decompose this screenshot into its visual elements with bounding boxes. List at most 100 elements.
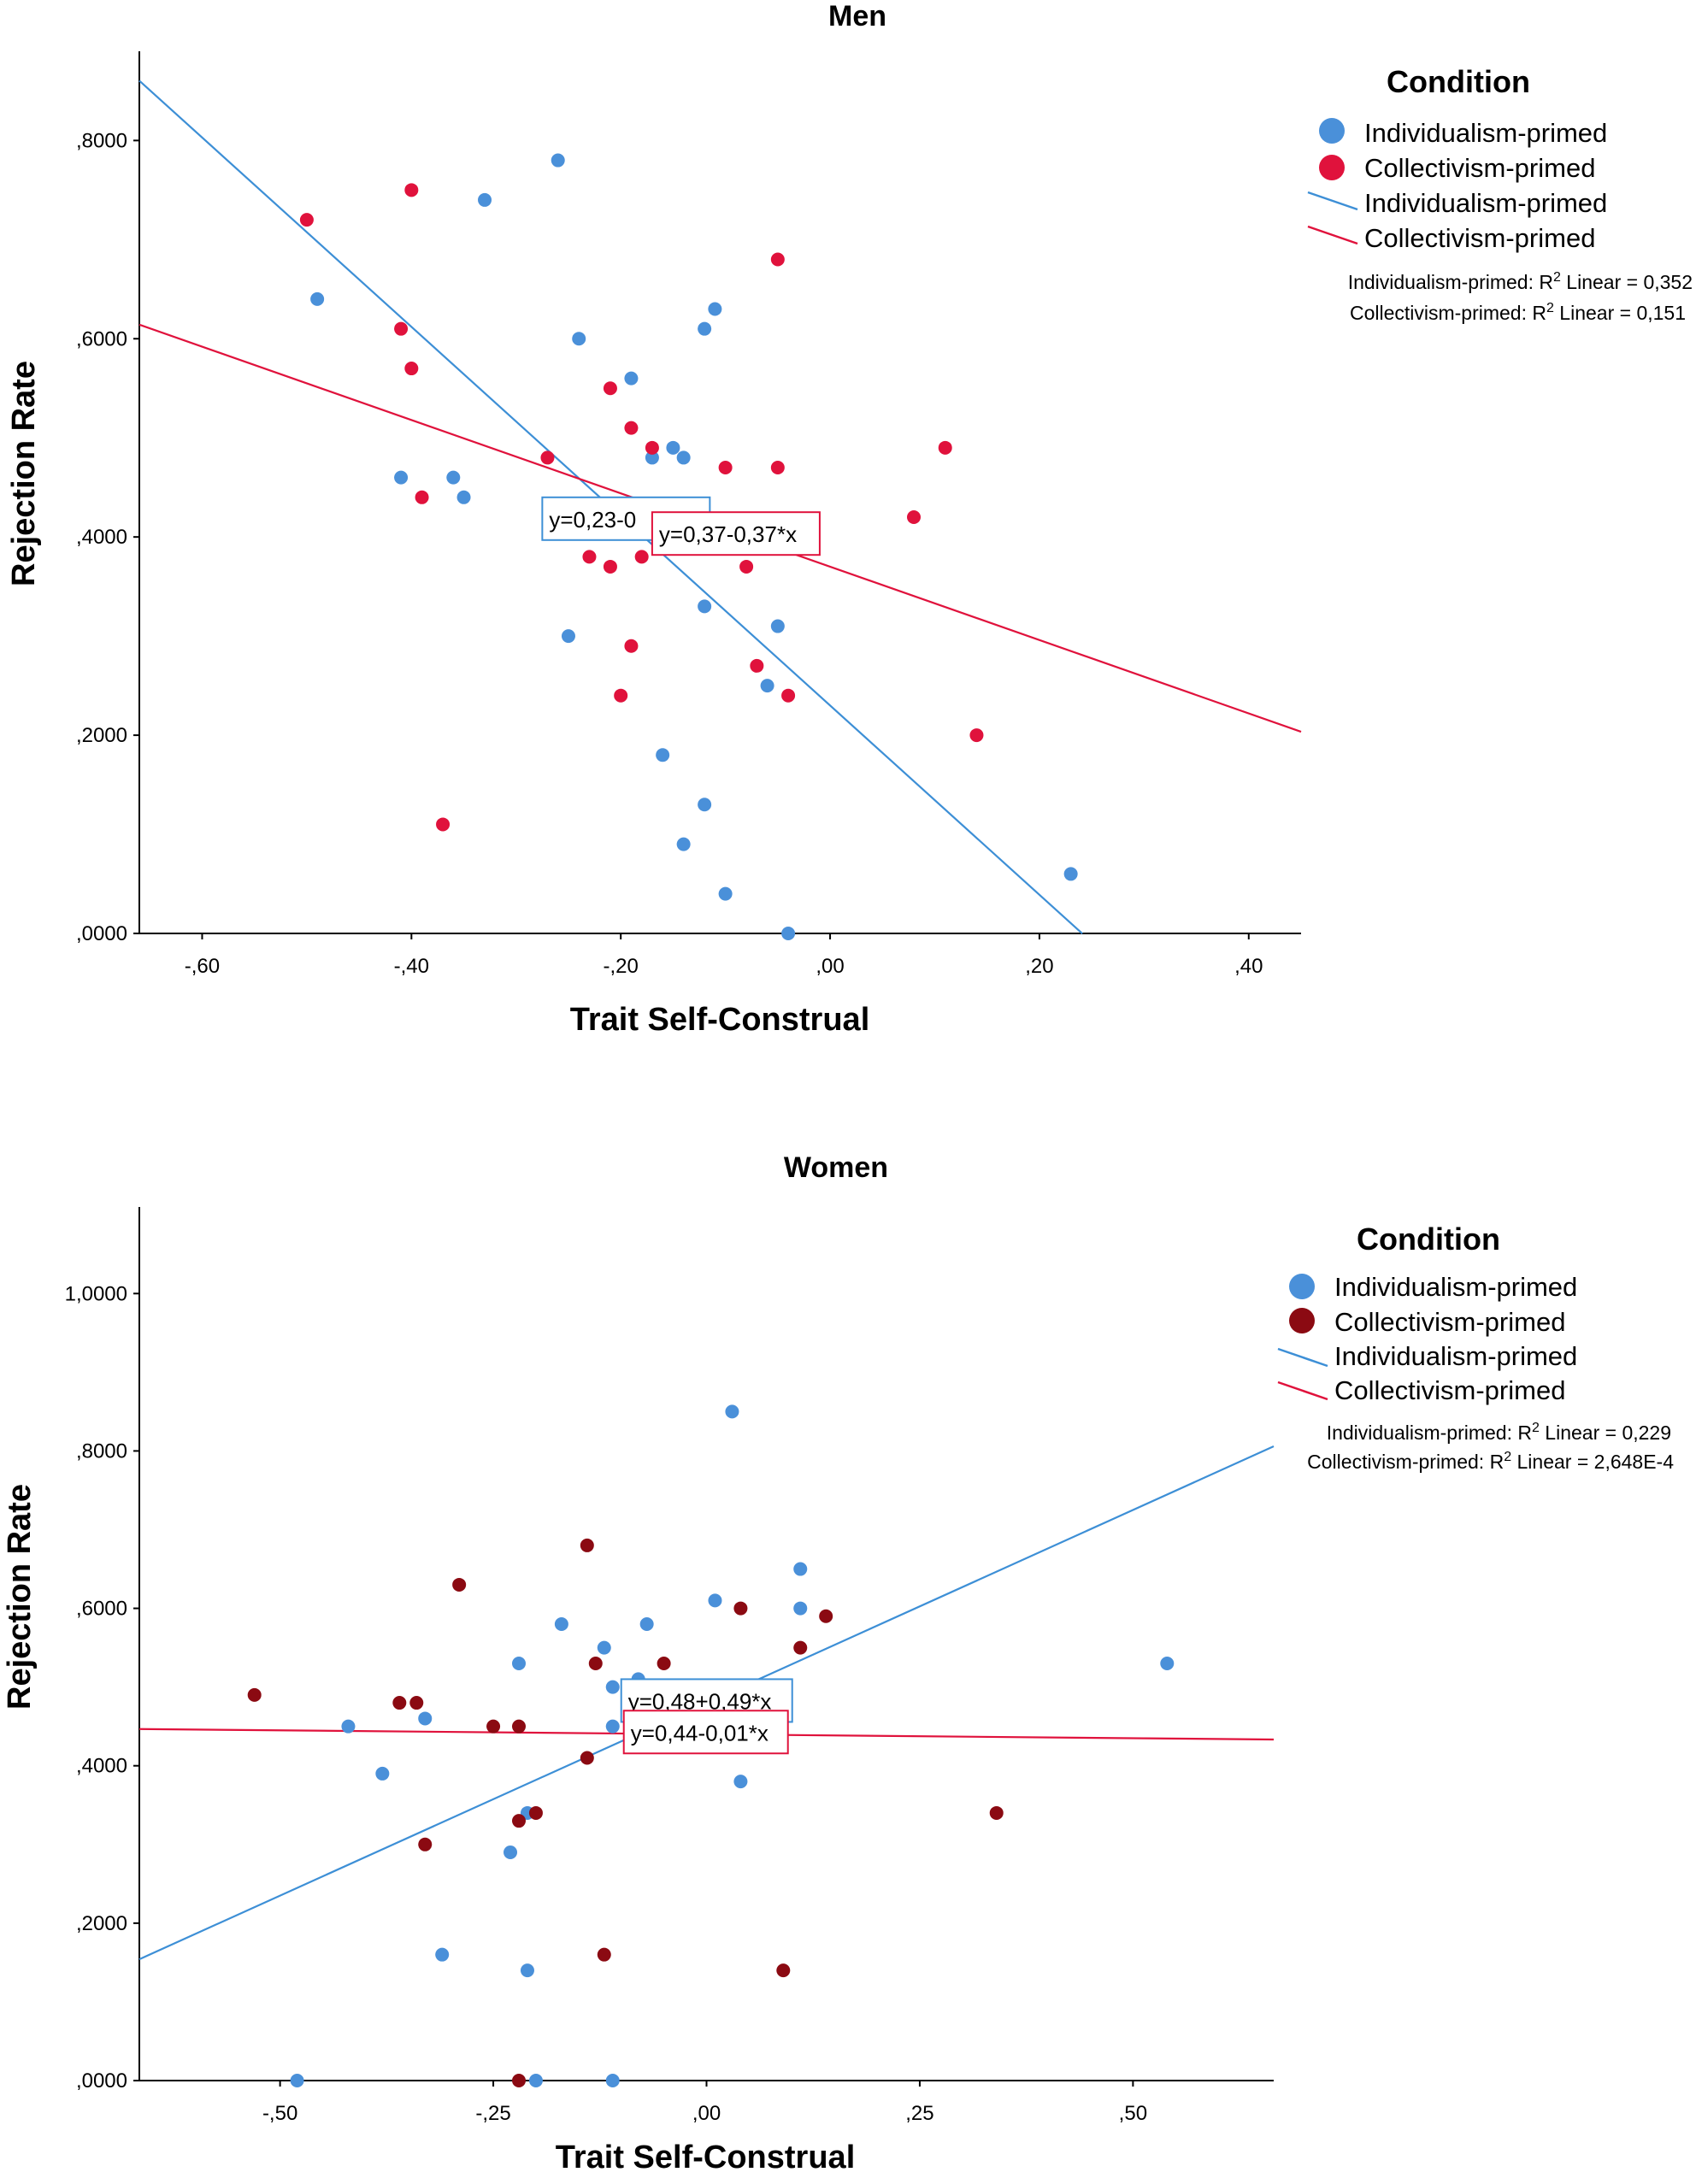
data-point-collectivism-primed [739,560,753,574]
y-tick-label: ,6000 [76,327,127,350]
legend-entry-collectivism-points: Collectivism-primed [1334,1307,1565,1337]
legend-entry-individualism-points: Individualism-primed [1334,1272,1577,1302]
data-point-collectivism-primed [907,510,921,524]
x-tick-label: ,00 [692,2102,721,2125]
data-point-individualism-primed [656,748,669,762]
data-point-individualism-primed [781,927,795,940]
x-tick-label: ,40 [1234,955,1263,978]
x-tick-label: -,20 [604,955,639,978]
data-point-individualism-primed [529,2074,543,2087]
data-point-individualism-primed [733,1775,747,1788]
data-point-collectivism-primed [939,441,952,455]
x-tick-label: -,25 [475,2102,510,2125]
y-tick-label: ,4000 [76,526,127,549]
data-point-collectivism-primed [409,1696,423,1710]
data-point-collectivism-primed [624,421,638,435]
data-point-individualism-primed [551,154,565,168]
data-point-individualism-primed [375,1767,389,1781]
y-tick-label: ,8000 [76,129,127,152]
legend-marker-individualism [1289,1274,1315,1299]
x-tick-label: -,60 [185,955,220,978]
y-tick-label: ,0000 [76,2069,127,2093]
data-point-individualism-primed [606,1720,620,1734]
data-point-individualism-primed [606,1681,620,1694]
x-tick-label: ,20 [1025,955,1053,978]
data-point-collectivism-primed [392,1696,406,1710]
r2-annotations: Individualism-primed: R2 Linear = 0,229 … [1307,1421,1674,1473]
data-point-individualism-primed [708,1593,721,1607]
data-point-collectivism-primed [657,1657,671,1670]
data-point-collectivism-primed [404,362,418,375]
r2-note-collectivism: Collectivism-primed: R2 Linear = 0,151 [1350,301,1686,324]
data-point-collectivism-primed [771,253,785,267]
data-point-collectivism-primed [394,322,408,336]
y-tick-label: ,2000 [76,724,127,747]
data-point-individualism-primed [418,1711,432,1725]
data-point-individualism-primed [572,332,586,345]
data-point-collectivism-primed [580,1539,594,1552]
data-point-collectivism-primed [248,1688,262,1702]
data-point-individualism-primed [598,1641,611,1655]
data-point-collectivism-primed [589,1657,603,1670]
data-point-individualism-primed [1160,1657,1174,1670]
men-chart-panel: Men -,60 -,40 -,20 ,00 ,20 ,40 ,0000 ,2000 ,4000… [0,0,1696,1060]
data-point-individualism-primed [624,372,638,386]
data-point-collectivism-primed [512,2074,526,2087]
data-point-collectivism-primed [529,1806,543,1820]
data-point-individualism-primed [698,798,711,811]
data-point-individualism-primed [435,1948,449,1962]
y-tick-label: 1,0000 [65,1282,127,1305]
legend-entry-collectivism-line: Collectivism-primed [1334,1375,1565,1405]
data-point-collectivism-primed [645,441,659,455]
data-point-individualism-primed [793,1602,807,1616]
y-tick-label: ,2000 [76,1912,127,1935]
x-axis-label: Trait Self-Construal [570,1002,870,1038]
data-point-collectivism-primed [635,550,649,563]
r2-note-collectivism: Collectivism-primed: R2 Linear = 2,648E-… [1307,1450,1674,1473]
data-point-individualism-primed [512,1657,526,1670]
data-point-individualism-primed [761,679,774,692]
legend-marker-collectivism [1319,155,1345,180]
data-point-individualism-primed [521,1963,534,1977]
r2-note-individualism: Individualism-primed: R2 Linear = 0,352 [1348,270,1693,293]
data-point-collectivism-primed [604,560,617,574]
legend-marker-individualism [1319,118,1345,144]
legend: Condition Individualism-primed Collectiv… [1308,64,1607,253]
legend-line-individualism [1308,192,1357,209]
data-point-individualism-primed [698,599,711,613]
data-point-collectivism-primed [781,689,795,703]
data-point-individualism-primed [677,450,691,464]
data-point-individualism-primed [725,1404,739,1418]
data-point-collectivism-primed [776,1963,790,1977]
y-tick-label: ,6000 [76,1598,127,1621]
legend-line-individualism [1278,1349,1328,1366]
data-point-collectivism-primed [540,450,554,464]
data-point-collectivism-primed [969,728,983,742]
data-point-individualism-primed [446,471,460,485]
legend-marker-collectivism [1289,1308,1315,1333]
data-point-collectivism-primed [614,689,627,703]
data-point-individualism-primed [457,491,471,504]
data-point-collectivism-primed [819,1610,833,1623]
data-point-individualism-primed [708,302,721,315]
data-point-collectivism-primed [750,659,763,673]
data-point-individualism-primed [719,887,733,901]
data-point-individualism-primed [640,1617,654,1631]
data-point-collectivism-primed [990,1806,1004,1820]
data-point-collectivism-primed [771,461,785,474]
x-tick-label: ,00 [816,955,844,978]
data-point-collectivism-primed [604,381,617,395]
legend-entry-collectivism-line: Collectivism-primed [1364,223,1595,253]
y-axis-label: Rejection Rate [6,361,42,586]
data-point-individualism-primed [771,620,785,633]
r2-note-individualism: Individualism-primed: R2 Linear = 0,229 [1327,1421,1671,1444]
y-axis-label: Rejection Rate [2,1484,38,1710]
fit-equation-label-collectivism-primed: y=0,37-0,37*x [659,521,797,547]
legend-entry-collectivism-points: Collectivism-primed [1364,153,1595,183]
data-point-collectivism-primed [598,1948,611,1962]
data-point-collectivism-primed [452,1578,466,1592]
data-point-collectivism-primed [418,1838,432,1851]
y-tick-label: ,4000 [76,1755,127,1778]
plot-area: -,60 -,40 -,20 ,00 ,20 ,40 ,0000 ,2000 ,4000 ,600… [76,51,1301,978]
y-tick-label: ,0000 [76,922,127,945]
